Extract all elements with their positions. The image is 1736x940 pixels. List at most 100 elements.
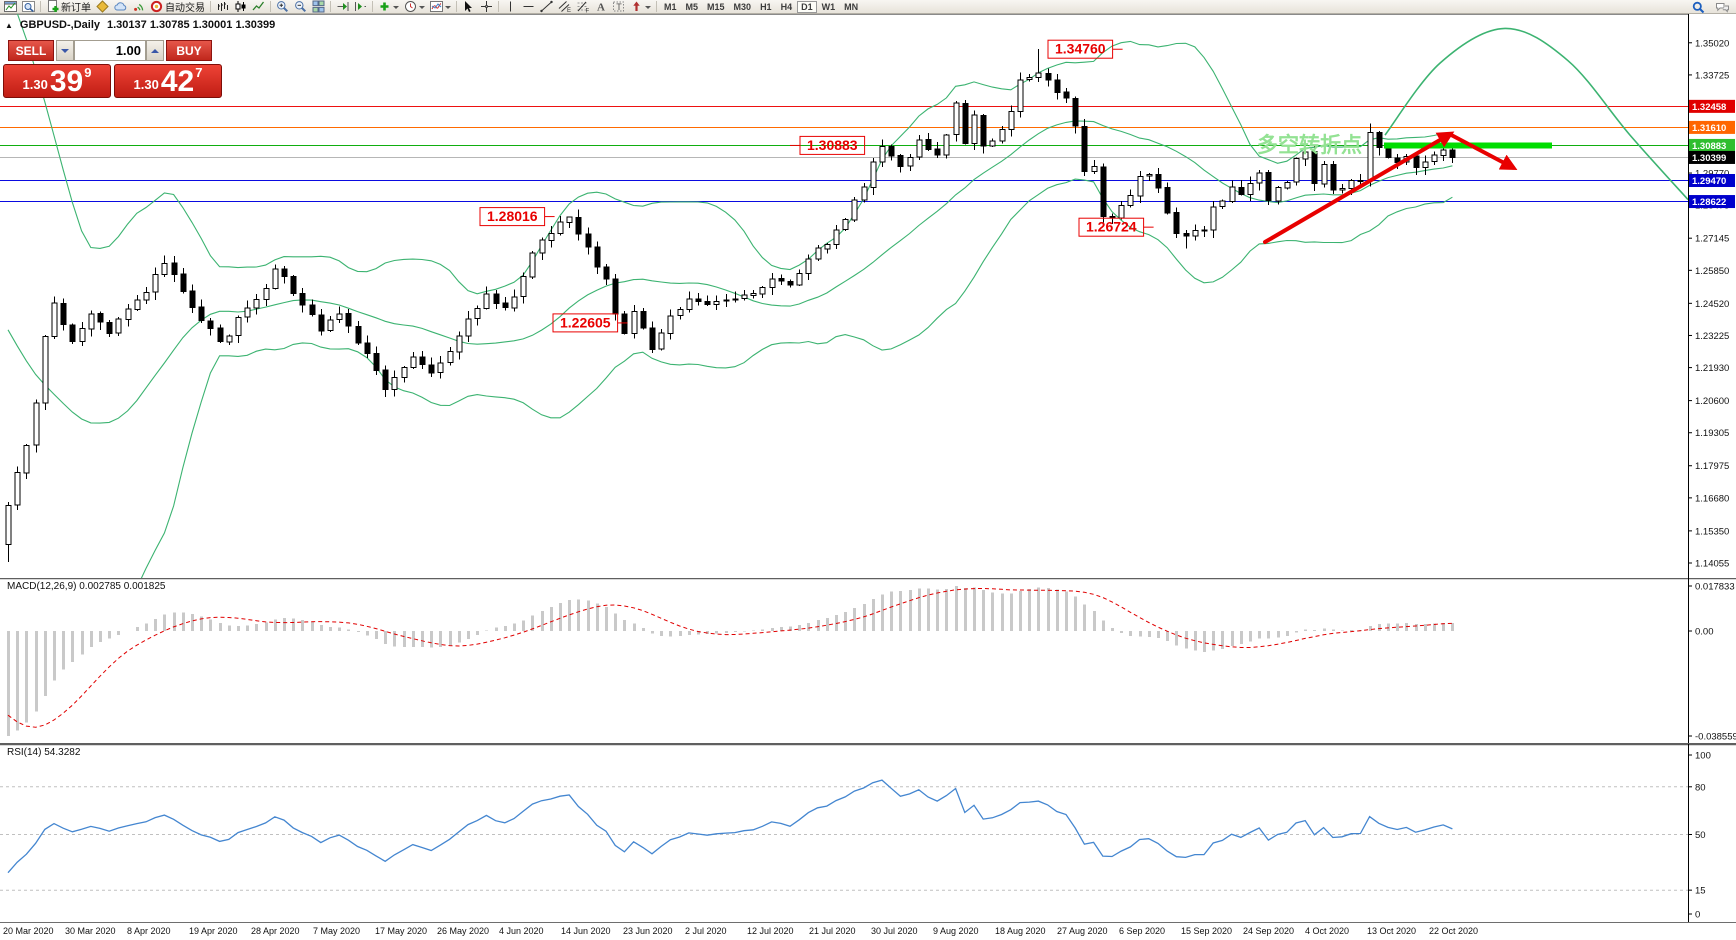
- profile-magnifier-icon: [22, 0, 35, 13]
- macd-label: MACD(12,26,9) 0.002785 0.001825: [7, 581, 166, 592]
- price-level-badge: [1689, 174, 1735, 188]
- price-tick-label: 1.25850: [1695, 266, 1729, 277]
- chart-title: ▲ GBPUSD-,Daily 1.30137 1.30785 1.30001 …: [5, 19, 275, 31]
- date-axis[interactable]: 20 Mar 2020 30 Mar 2020 8 Apr 2020 19 Apr 2…: [0, 922, 1736, 940]
- equidistant-channel-button[interactable]: E: [556, 0, 573, 13]
- one-click-trading-panel: SELL BUY 1.30 39 9 1.30 42 7: [0, 40, 224, 100]
- red-down-trend-arrow[interactable]: [1450, 133, 1518, 170]
- autotrading-button[interactable]: 自动交易: [148, 0, 207, 14]
- bar-chart-button[interactable]: [214, 0, 231, 13]
- price-axis[interactable]: 1.350201.337251.297701.284751.271451.258…: [1688, 14, 1736, 578]
- crosshair-button[interactable]: [478, 0, 495, 13]
- date-label: 8 Apr 2020: [127, 926, 171, 936]
- volume-increase-button[interactable]: [146, 40, 164, 61]
- timeframe-m5-button[interactable]: M5: [685, 1, 699, 12]
- date-label: 23 Jun 2020: [623, 926, 673, 936]
- price-level-badge-text: 1.31610: [1692, 123, 1726, 134]
- search-button[interactable]: [1690, 1, 1707, 14]
- new-chart-button[interactable]: [2, 0, 19, 13]
- price-callouts[interactable]: 1.34760 1.30883 1.28016 1.26724 1.22605: [479, 39, 1154, 333]
- main-chart-panel[interactable]: 多空转折点 1.34760 1.30883 1.28016 1.26724 1.22605…: [0, 14, 1736, 578]
- zoom-out-button[interactable]: [292, 0, 309, 13]
- rsi-panel[interactable]: 100 80 50 15 0: [0, 744, 1736, 922]
- macd-panel[interactable]: 0.017833 0.00 -0.038559: [0, 578, 1736, 744]
- text-button[interactable]: A: [592, 0, 609, 14]
- date-label: 18 Aug 2020: [995, 926, 1046, 936]
- user-annotations[interactable]: 多空转折点: [1257, 27, 1689, 245]
- price-callout-text: 1.22605: [560, 314, 611, 330]
- line-chart-button[interactable]: [250, 0, 267, 13]
- price-tick-label: 1.33725: [1695, 70, 1729, 81]
- market-icon: [96, 0, 109, 13]
- cursor-button[interactable]: [460, 0, 477, 13]
- tile-windows-button[interactable]: [310, 0, 327, 13]
- signals-button[interactable]: [130, 0, 147, 13]
- channel-icon: E: [558, 0, 571, 13]
- price-tick-label: 1.15350: [1695, 526, 1729, 537]
- timeframe-w1-button[interactable]: W1: [821, 1, 836, 12]
- bull-bear-turning-point-note[interactable]: 多空转折点: [1257, 133, 1362, 157]
- date-label: 22 Oct 2020: [1429, 926, 1479, 936]
- timeframe-mn-button[interactable]: MN: [844, 1, 859, 12]
- sell-pips: 39: [49, 65, 84, 98]
- trendline-button[interactable]: [538, 0, 555, 13]
- timeframe-d1-button[interactable]: D1: [797, 0, 817, 13]
- timeframe-m1-button[interactable]: M1: [664, 1, 677, 12]
- zoom-in-button[interactable]: [274, 0, 291, 13]
- add-indicator-button[interactable]: [376, 0, 401, 13]
- chart-shift-button[interactable]: [352, 0, 369, 13]
- macd-histogram: [7, 586, 1454, 736]
- one-click-panel-toggle[interactable]: ▲: [5, 21, 13, 30]
- chat-button[interactable]: [1713, 1, 1732, 14]
- auto-scroll-button[interactable]: [334, 0, 351, 13]
- fibonacci-button[interactable]: F: [574, 0, 591, 13]
- text-label-button[interactable]: T: [610, 0, 627, 13]
- indicators-list-button[interactable]: [428, 0, 453, 13]
- rsi-axis[interactable]: 100 80 50 15 0: [1688, 744, 1711, 922]
- rsi-line: [7, 779, 1453, 874]
- symbol-period-label: GBPUSD-,Daily: [19, 19, 100, 31]
- macd-axis[interactable]: 0.017833 0.00 -0.038559: [1688, 578, 1736, 744]
- price-tick-label: 1.20600: [1695, 396, 1729, 407]
- arrows-button[interactable]: [628, 0, 653, 13]
- vertical-line-button[interactable]: [502, 0, 519, 13]
- date-label: 4 Oct 2020: [1305, 926, 1350, 936]
- fibonacci-icon: F: [576, 0, 589, 13]
- timeframe-h1-button[interactable]: H1: [760, 1, 772, 12]
- spinner-down-icon: [61, 48, 69, 57]
- new-order-button[interactable]: 新订单: [44, 0, 93, 14]
- candlestick-chart-button[interactable]: [232, 0, 249, 13]
- price-level-badge-text: 1.30399: [1692, 153, 1726, 164]
- dropdown-caret-icon: [419, 5, 425, 12]
- market-button[interactable]: [94, 0, 111, 13]
- rsi-tick-label: 0: [1695, 910, 1700, 921]
- svg-text:E: E: [567, 8, 571, 13]
- timeframe-h4-button[interactable]: H4: [780, 1, 793, 12]
- sell-pipette: 9: [84, 65, 92, 80]
- periods-clock-button[interactable]: [402, 0, 427, 13]
- green-projection-arc[interactable]: [1384, 27, 1689, 201]
- date-label: 14 Jun 2020: [561, 926, 611, 936]
- date-label: 30 Jul 2020: [871, 926, 918, 936]
- timeframe-m30-button[interactable]: M30: [733, 1, 752, 12]
- buy-tab[interactable]: BUY: [166, 40, 212, 61]
- buy-price-button[interactable]: 1.30 42 7: [114, 64, 222, 98]
- chart-profiles-button[interactable]: [20, 0, 37, 13]
- sell-tab[interactable]: SELL: [8, 40, 54, 61]
- autotrading-label: 自动交易: [165, 3, 205, 14]
- timeframe-m15-button[interactable]: M15: [707, 1, 725, 12]
- toolbar-separator: [656, 1, 657, 12]
- red-up-trend-arrow[interactable]: [1263, 131, 1455, 245]
- svg-text:T: T: [616, 2, 622, 12]
- volume-decrease-button[interactable]: [56, 40, 74, 61]
- price-tick-label: 1.17975: [1695, 461, 1729, 472]
- volume-input[interactable]: [74, 40, 146, 61]
- rsi-levels: [0, 786, 1688, 891]
- sell-price-button[interactable]: 1.30 39 9: [3, 64, 111, 98]
- horizontal-line-button[interactable]: [520, 0, 537, 13]
- date-label: 28 Apr 2020: [251, 926, 300, 936]
- virtual-hosting-button[interactable]: [112, 0, 129, 13]
- cloud-icon: [114, 0, 127, 13]
- price-tick-label: 1.21930: [1695, 363, 1729, 374]
